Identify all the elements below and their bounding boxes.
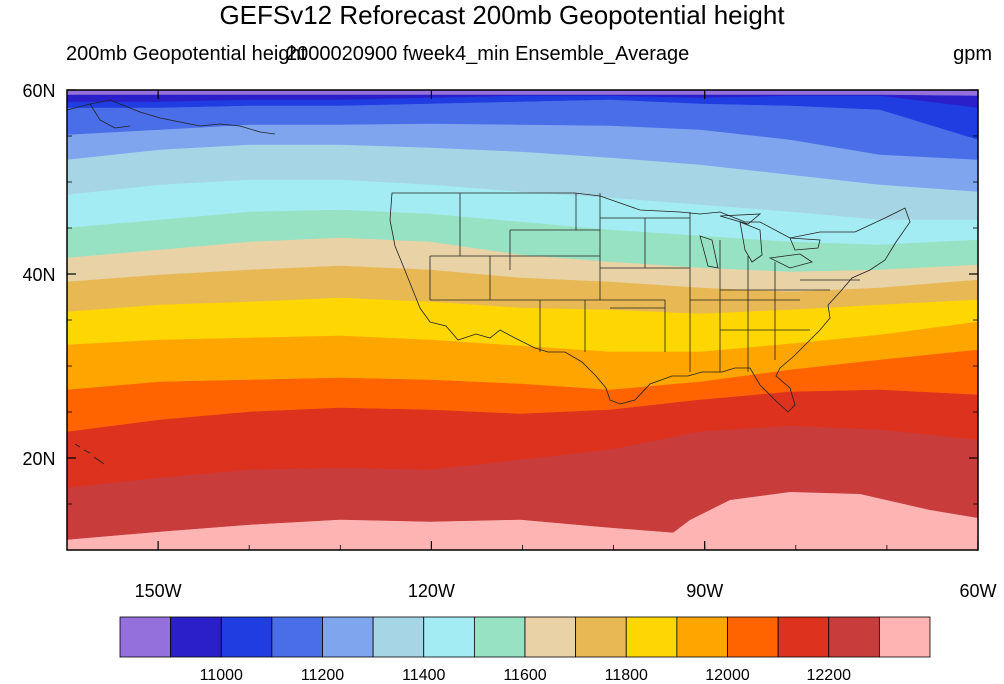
- lon-tick-label: 90W: [686, 581, 723, 601]
- colorbar-swatch: [625, 616, 678, 658]
- colorbar-label: 11400: [402, 667, 445, 684]
- map-axes: 150W 120W 90W 60W 60N 40N 20N: [22, 81, 996, 601]
- lat-tick-label: 60N: [22, 81, 55, 101]
- lon-tick-label: 150W: [135, 581, 182, 601]
- colorbar-label: 11800: [605, 667, 648, 684]
- colorbar-swatch: [878, 616, 931, 658]
- colorbar-swatch: [322, 616, 374, 658]
- lat-tick-label: 20N: [22, 449, 55, 469]
- state-borders: [67, 99, 911, 465]
- colorbar-swatch: [777, 616, 830, 658]
- hawaii: [74, 443, 105, 465]
- units-label: gpm: [953, 43, 992, 65]
- colorbar-swatch: [473, 616, 526, 658]
- us-outline: [389, 192, 911, 413]
- colorbar-label: 12200: [807, 667, 852, 684]
- chart-title: GEFSv12 Reforecast 200mb Geopotential he…: [219, 0, 785, 30]
- colorbar-label: 11200: [301, 667, 344, 684]
- colorbar-swatch: [423, 616, 475, 658]
- alaska-coast: [67, 99, 276, 135]
- colorbar-swatch: [727, 616, 779, 658]
- colorbar-label: 11600: [503, 667, 546, 684]
- colorbar-label: 12000: [705, 667, 750, 684]
- colorbar: 11000 11200 11400 11600 11800 12000 12200: [119, 616, 931, 684]
- colorbar-swatch: [119, 616, 172, 658]
- colorbar-swatch: [524, 616, 577, 658]
- colorbar-label: 11000: [200, 667, 243, 684]
- colorbar-swatch: [170, 616, 222, 658]
- colorbar-swatch: [676, 616, 728, 658]
- run-label: 2000020900 fweek4_min Ensemble_Average: [286, 43, 690, 65]
- lat-tick-label: 40N: [22, 265, 55, 285]
- state-lines: [429, 193, 860, 372]
- colorbar-swatch: [372, 616, 425, 658]
- lon-tick-label: 120W: [408, 581, 455, 601]
- colorbar-swatch: [828, 616, 880, 658]
- variable-label: 200mb Geopotential height: [66, 43, 307, 65]
- contour-fill: [67, 90, 978, 550]
- colorbar-swatch: [271, 616, 323, 658]
- colorbar-swatch: [220, 616, 273, 658]
- contour-band-max: [650, 492, 978, 550]
- colorbar-swatch: [575, 616, 627, 658]
- great-lakes: [699, 213, 821, 269]
- lon-tick-label: 60W: [959, 581, 996, 601]
